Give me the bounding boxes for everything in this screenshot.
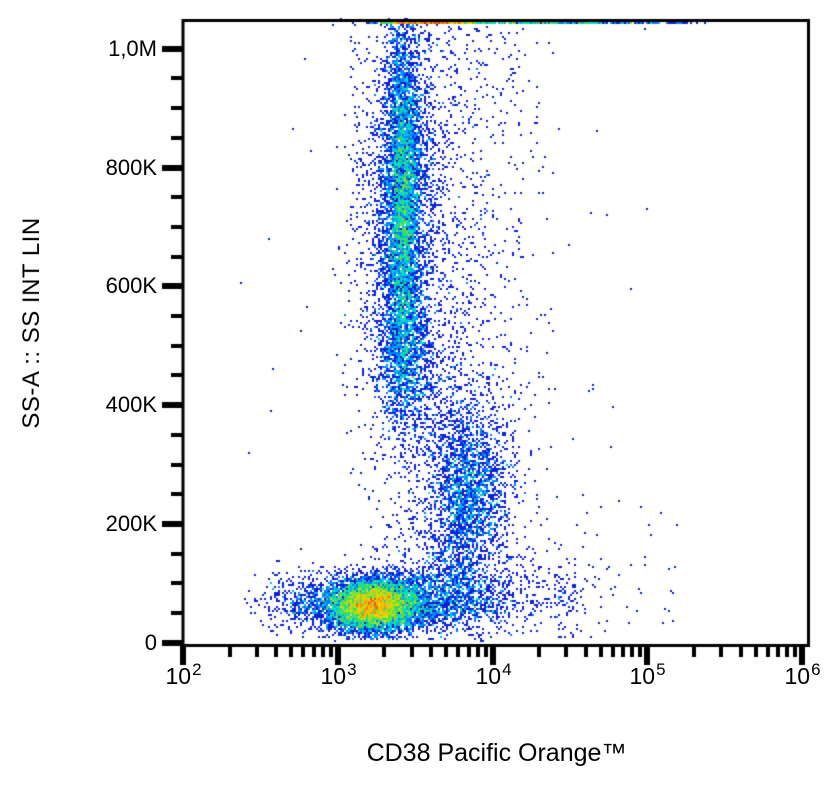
x-tick-label: 103 [320,660,357,689]
x-tick-label: 106 [784,660,821,689]
x-tick-label: 102 [165,660,202,689]
x-axis-title: CD38 Pacific Orange™ [366,739,627,767]
x-tick-label: 105 [629,660,666,689]
y-tick-label: 200K [105,511,157,536]
y-tick-label: 1,0M [108,36,157,61]
y-tick-label: 0 [144,630,157,655]
y-tick-label: 600K [105,273,157,298]
y-tick-label: 800K [105,155,157,180]
x-tick-label: 104 [475,660,512,689]
y-tick-label: 400K [105,392,157,417]
